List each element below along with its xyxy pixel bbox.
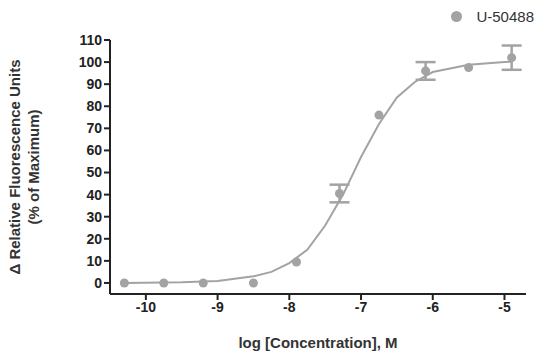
svg-text:-9: -9 [211, 299, 224, 315]
svg-text:80: 80 [86, 98, 102, 114]
svg-text:-5: -5 [498, 299, 511, 315]
svg-text:30: 30 [86, 209, 102, 225]
svg-text:50: 50 [86, 164, 102, 180]
svg-text:log [Concentration], M: log [Concentration], M [238, 334, 397, 351]
svg-text:Δ Relative Fluorescence Units(: Δ Relative Fluorescence Units(% of Maxim… [8, 59, 42, 274]
svg-text:-6: -6 [427, 299, 440, 315]
svg-text:90: 90 [86, 76, 102, 92]
svg-text:70: 70 [86, 120, 102, 136]
svg-text:20: 20 [86, 231, 102, 247]
svg-text:60: 60 [86, 142, 102, 158]
svg-text:-10: -10 [136, 299, 156, 315]
svg-text:-7: -7 [355, 299, 368, 315]
svg-text:100: 100 [79, 54, 103, 70]
svg-text:110: 110 [79, 32, 102, 48]
svg-text:0: 0 [94, 275, 102, 291]
svg-text:10: 10 [86, 253, 102, 269]
html-text:U-50488: U-50488 [476, 8, 534, 25]
svg-text:40: 40 [86, 187, 102, 203]
svg-text:-8: -8 [283, 299, 296, 315]
